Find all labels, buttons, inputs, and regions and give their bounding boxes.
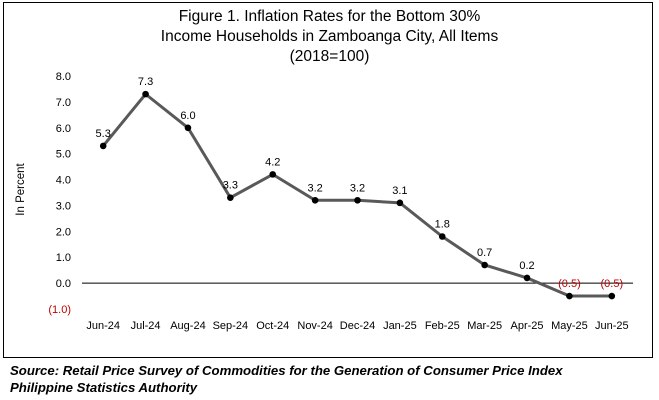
x-tick-label: Jun-24 bbox=[86, 320, 120, 332]
data-point bbox=[269, 171, 277, 178]
source-note: Source: Retail Price Survey of Commoditi… bbox=[10, 362, 563, 396]
data-label: 6.0 bbox=[180, 110, 195, 122]
data-point bbox=[523, 274, 531, 282]
chart-title-line-3: (2018=100) bbox=[289, 48, 370, 65]
x-tick-label: Apr-25 bbox=[511, 320, 544, 332]
data-point bbox=[227, 194, 234, 201]
series-line bbox=[101, 92, 614, 298]
data-label: (0.5) bbox=[558, 278, 581, 290]
x-tick-label: Feb-25 bbox=[425, 320, 460, 332]
source-line-1: Source: Retail Price Survey of Commoditi… bbox=[10, 363, 563, 378]
y-tick-label: 3.0 bbox=[56, 200, 71, 212]
data-label: 5.3 bbox=[96, 128, 111, 140]
data-label: 1.8 bbox=[435, 219, 450, 231]
y-tick-label: 4.0 bbox=[56, 175, 71, 187]
x-tick-label: Jul-24 bbox=[131, 320, 161, 332]
x-tick-label: Aug-24 bbox=[170, 320, 205, 332]
data-label: 3.2 bbox=[350, 182, 365, 194]
data-point bbox=[396, 199, 404, 207]
line-chart: (1.0) 0.0 1.0 2.0 3.0 4.0 5.0 6.0 7.0 8.0 In Perce… bbox=[15, 71, 633, 332]
data-label: 0.7 bbox=[477, 247, 492, 259]
data-point bbox=[99, 142, 107, 150]
data-label: 4.2 bbox=[265, 156, 280, 168]
y-axis-title: In Percent bbox=[15, 162, 27, 215]
data-point bbox=[354, 196, 361, 204]
y-tick-label: 6.0 bbox=[56, 123, 71, 135]
y-tick-label: 8.0 bbox=[56, 71, 71, 83]
y-tick-label: 5.0 bbox=[56, 149, 71, 161]
x-tick-label: Oct-24 bbox=[256, 320, 289, 332]
x-tick-label: Nov-24 bbox=[297, 320, 332, 332]
data-label: (0.5) bbox=[600, 278, 623, 290]
x-tick-label: May-25 bbox=[551, 320, 588, 332]
x-tick-label: Sep-24 bbox=[213, 320, 248, 332]
x-tick-label: Dec-24 bbox=[340, 320, 375, 332]
data-label: 0.2 bbox=[519, 260, 534, 272]
y-tick-label: 2.0 bbox=[56, 226, 71, 238]
chart-frame bbox=[3, 2, 653, 358]
chart-title-line-1: Figure 1. Inflation Rates for the Bottom… bbox=[178, 8, 481, 25]
x-tick-label: Jan-25 bbox=[383, 320, 417, 332]
data-label: 3.1 bbox=[392, 185, 407, 197]
data-label: 3.3 bbox=[223, 180, 238, 192]
data-point bbox=[184, 124, 192, 132]
data-point bbox=[608, 292, 616, 300]
x-tick-label: Jun-25 bbox=[595, 320, 629, 332]
data-point bbox=[142, 90, 149, 98]
data-point bbox=[438, 233, 446, 240]
y-tick-label: 0.0 bbox=[56, 278, 71, 290]
data-label: 7.3 bbox=[138, 76, 153, 88]
data-point bbox=[311, 196, 319, 204]
source-line-2: Philippine Statistics Authority bbox=[10, 380, 198, 395]
data-point bbox=[566, 292, 573, 300]
data-label: 3.2 bbox=[307, 182, 322, 194]
x-tick-label: Mar-25 bbox=[467, 320, 502, 332]
y-tick-label: 7.0 bbox=[56, 97, 71, 109]
y-tick-label: 1.0 bbox=[56, 252, 71, 264]
y-tick-label: (1.0) bbox=[48, 304, 71, 316]
data-point bbox=[481, 261, 488, 269]
chart-title-line-2: Income Households in Zamboanga City, All… bbox=[160, 28, 499, 45]
